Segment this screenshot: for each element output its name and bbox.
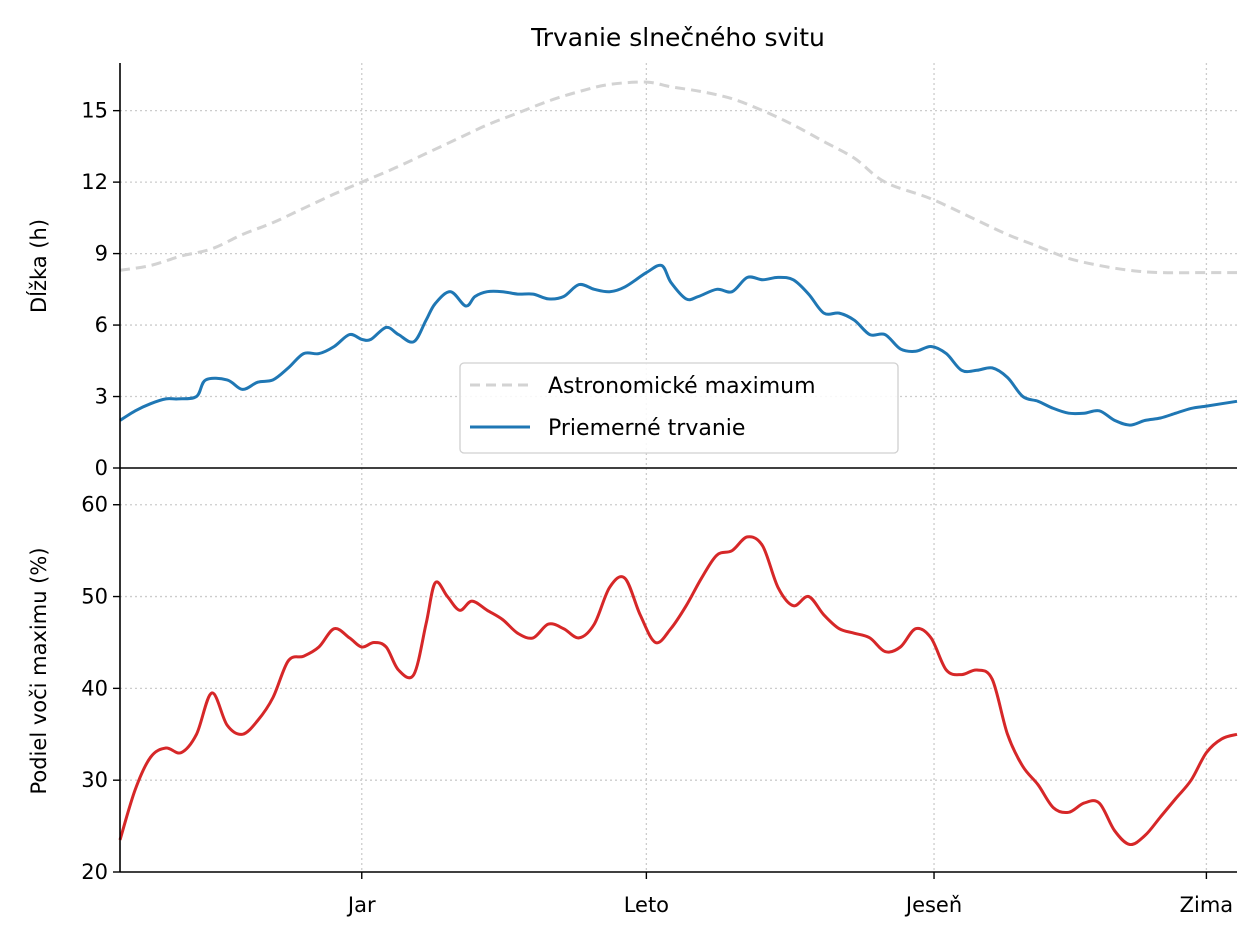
bottom-ytick-label-1: 30: [81, 768, 108, 792]
top-y-ticks: 0 3 6 9 12 15: [81, 99, 120, 480]
top-ytick-label-0: 0: [95, 456, 108, 480]
bottom-y-axis-label: Podiel voči maximu (%): [27, 547, 51, 794]
top-lines: [119, 80, 1238, 427]
xtick-label-3: Zima: [1180, 893, 1234, 917]
bottom-grid: [120, 468, 1237, 872]
bottom-ytick-label-0: 20: [81, 860, 108, 884]
legend-label-average: Priemerné trvanie: [548, 416, 745, 441]
top-grid: [120, 63, 1237, 468]
bottom-ytick-label-2: 40: [81, 676, 108, 700]
top-series-line-0: [119, 80, 1237, 275]
top-ytick-label-3: 9: [95, 242, 108, 266]
legend-label-astronomical: Astronomické maximum: [548, 374, 816, 399]
bottom-ytick-label-4: 60: [81, 493, 108, 517]
bottom-lines: [118, 535, 1238, 847]
xtick-label-2: Jeseň: [904, 893, 962, 917]
xtick-label-1: Leto: [624, 893, 669, 917]
top-ytick-label-5: 15: [81, 99, 108, 123]
top-panel: 0 3 6 9 12 15 Dĺžka (h) Astronomické maximum …: [26, 63, 1238, 480]
legend: Astronomické maximum Priemerné trvanie: [459, 362, 899, 454]
bottom-series-line-0: [118, 535, 1238, 847]
top-y-axis-label: Dĺžka (h): [26, 219, 51, 313]
top-ytick-label-1: 3: [95, 385, 108, 409]
chart-title: Trvanie slnečného svitu: [530, 23, 825, 52]
top-ytick-label-2: 6: [95, 313, 108, 337]
top-series-line-1: [119, 263, 1238, 427]
bottom-y-ticks: 20 30 40 50 60: [81, 493, 120, 884]
bottom-panel: 20 30 40 50 60 Jar Leto Jeseň Zima Podiel voči …: [27, 468, 1238, 917]
top-ytick-label-4: 12: [81, 170, 108, 194]
legend-frame: [459, 362, 899, 454]
x-ticks: Jar Leto Jeseň Zima: [346, 872, 1233, 917]
xtick-label-0: Jar: [346, 893, 376, 917]
bottom-ytick-label-3: 50: [81, 585, 108, 609]
